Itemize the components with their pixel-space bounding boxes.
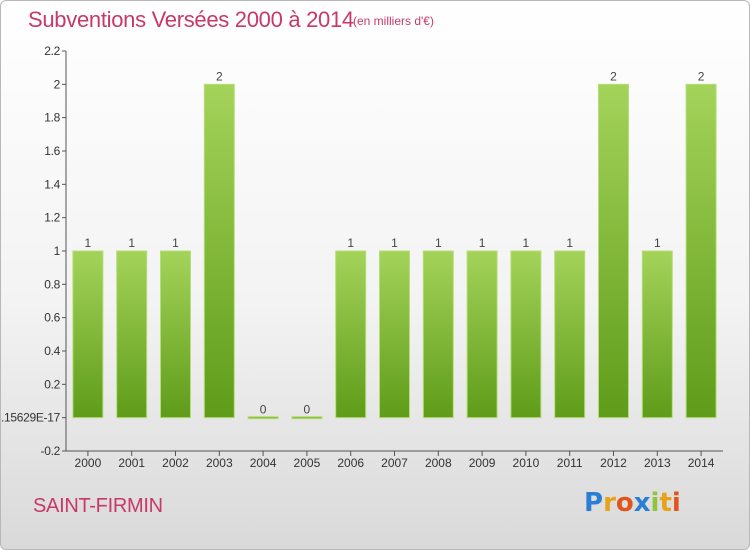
logo-letter: i [650, 488, 660, 518]
commune-name: SAINT-FIRMIN [33, 495, 163, 517]
bar [72, 250, 104, 419]
data-label: 2 [698, 69, 705, 83]
data-label: 2 [610, 69, 617, 83]
bar [422, 250, 454, 419]
bar [247, 416, 279, 420]
data-label: 2 [216, 69, 223, 83]
y-tick-label: 1 [54, 244, 61, 258]
y-tick-label: 0.8 [44, 277, 60, 291]
bar [116, 250, 148, 419]
y-tick-label: 1.6 [44, 144, 60, 158]
x-tick-label: 2004 [250, 456, 277, 470]
logo-letter: P [584, 488, 604, 518]
data-label: 1 [479, 236, 486, 250]
bar [160, 250, 191, 419]
y-tick-label: 2 [54, 77, 61, 91]
logo-letter: t [659, 488, 672, 518]
data-label: 1 [566, 236, 573, 250]
x-tick-label: 2012 [600, 456, 627, 470]
x-tick-label: 2005 [294, 456, 321, 470]
bar [203, 83, 235, 419]
logo-letter: i [671, 488, 681, 518]
y-tick-label: -1.15629E-17 [1, 411, 61, 425]
x-tick-label: 2003 [206, 456, 233, 470]
bar [379, 250, 410, 419]
data-label: 1 [85, 236, 92, 250]
data-label: 1 [172, 236, 179, 250]
x-tick-label: 2013 [644, 456, 671, 470]
x-tick-label: 2014 [688, 456, 715, 470]
y-tick-label: 0.2 [44, 377, 60, 391]
x-tick-label: 2007 [381, 456, 408, 470]
y-tick-label: 1.2 [44, 211, 60, 225]
logo-letter: x [633, 488, 651, 518]
y-tick-label: 2.2 [44, 44, 60, 58]
bar [335, 250, 367, 419]
data-label: 1 [435, 236, 442, 250]
x-tick-label: 2002 [162, 456, 189, 470]
x-tick-label: 2010 [513, 456, 540, 470]
data-label: 1 [654, 236, 661, 250]
chart-title: Subventions Versées 2000 à 2014 [28, 7, 354, 32]
x-tick-label: 2009 [469, 456, 496, 470]
y-tick-label: 1.8 [44, 111, 60, 125]
data-label: 0 [304, 403, 311, 417]
bar [466, 250, 498, 419]
proxiti-logo[interactable]: Proxiti [584, 488, 681, 518]
logo-letter: r [603, 488, 616, 518]
logo-letter: o [615, 488, 634, 518]
bar [554, 250, 586, 419]
data-label: 0 [260, 403, 267, 417]
y-tick-label: 0.6 [44, 311, 60, 325]
bar [641, 250, 673, 419]
bar [598, 83, 629, 419]
x-tick-label: 2011 [557, 456, 583, 470]
y-tick-label: -0.2 [41, 444, 61, 458]
x-tick-label: 2008 [425, 456, 452, 470]
data-label: 1 [128, 236, 135, 250]
data-label: 1 [391, 236, 398, 250]
bar [510, 250, 542, 419]
data-label: 1 [523, 236, 530, 250]
y-tick-label: 0.4 [44, 344, 60, 358]
bar [291, 416, 323, 420]
x-tick-label: 2006 [337, 456, 364, 470]
data-label: 1 [347, 236, 354, 250]
bar [685, 83, 717, 419]
chart-subtitle: (en milliers d'€) [353, 14, 434, 28]
x-tick-label: 2001 [118, 456, 145, 470]
y-tick-label: 1.4 [44, 177, 60, 191]
x-tick-label: 2000 [75, 456, 102, 470]
